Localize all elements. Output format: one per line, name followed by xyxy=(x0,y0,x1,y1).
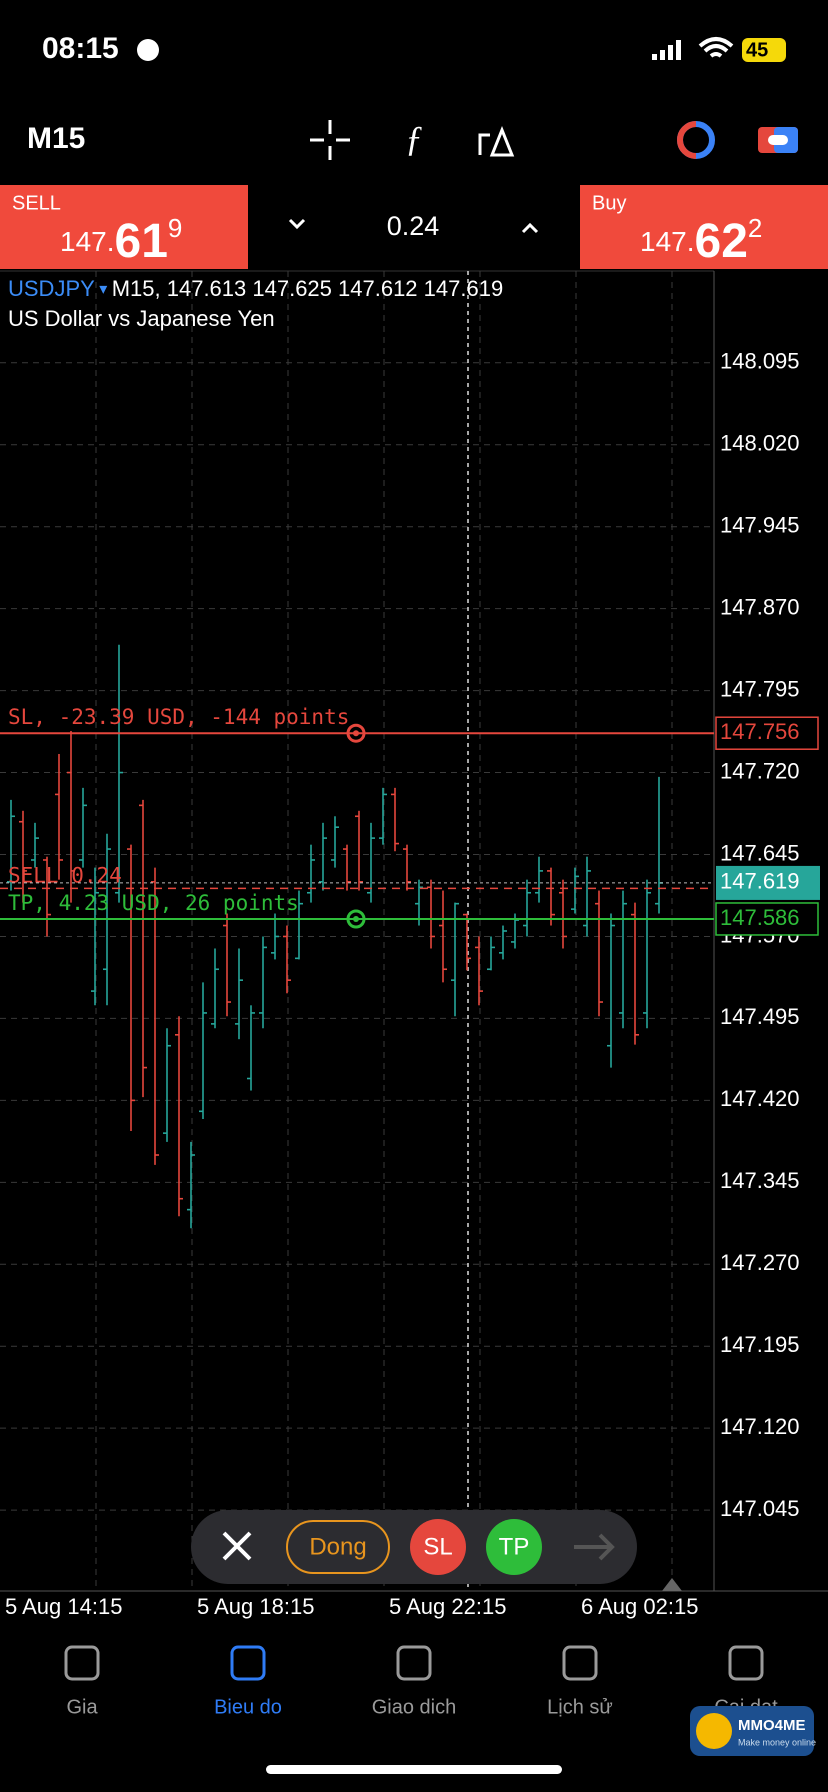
y-tick-label: 147.270 xyxy=(720,1250,800,1275)
tp-price-box xyxy=(715,902,819,936)
tab-label[interactable]: Giao dich xyxy=(372,1696,457,1718)
sell-label: SELL xyxy=(12,192,61,214)
tab-icon xyxy=(64,1645,100,1681)
tp-handle xyxy=(346,909,366,929)
sell-button[interactable] xyxy=(0,185,248,269)
wifi-icon xyxy=(698,37,734,58)
home-indicator xyxy=(266,1765,562,1774)
tp-price-label: 147.586 xyxy=(720,905,800,930)
tab-icon xyxy=(562,1645,598,1681)
sl-button[interactable] xyxy=(410,1519,466,1575)
y-tick-label: 147.645 xyxy=(720,840,800,865)
status-time: 08:15 xyxy=(42,32,119,65)
y-tick-label: 147.045 xyxy=(720,1496,800,1521)
sl-handle xyxy=(346,723,366,743)
buy-label: Buy xyxy=(592,192,626,214)
trade-button-knob xyxy=(768,135,788,145)
tab-icon xyxy=(396,1645,432,1681)
tp-handle-dot xyxy=(353,915,359,922)
volume-up[interactable] xyxy=(521,222,539,234)
sl-handle-dot xyxy=(353,730,359,737)
volume-down[interactable] xyxy=(288,218,306,230)
y-tick-label: 147.870 xyxy=(720,594,800,619)
y-tick-label: 147.945 xyxy=(720,513,800,538)
indicators-button[interactable]: ƒ xyxy=(405,118,423,158)
close-action[interactable] xyxy=(222,1531,252,1561)
close-position-button[interactable] xyxy=(286,1520,390,1574)
y-tick-label: 148.095 xyxy=(720,349,800,374)
tp-button-label: TP xyxy=(499,1533,530,1560)
y-tick-label: 147.720 xyxy=(720,758,800,783)
y-tick-label: 147.345 xyxy=(720,1168,800,1193)
tp-label: TP, 4.23 USD, 26 points xyxy=(8,891,299,915)
close-position-label: Dong xyxy=(309,1533,366,1560)
tp-button[interactable] xyxy=(486,1519,542,1575)
tab-label[interactable]: Bieu do xyxy=(214,1696,282,1718)
objects-button[interactable] xyxy=(478,125,515,157)
x-tick-label: 5 Aug 22:15 xyxy=(389,1594,506,1619)
y-tick-label: 147.420 xyxy=(720,1086,800,1111)
chart-header: USDJPY ▾ M15, 147.613 147.625 147.612 14… xyxy=(8,276,503,301)
battery-icon xyxy=(742,38,786,62)
bid-box xyxy=(716,865,820,900)
y-tick-label: 148.020 xyxy=(720,431,800,456)
timeframe-button[interactable]: M15 xyxy=(27,122,85,155)
sl-price-label: 147.756 xyxy=(720,719,800,744)
x-tick-label: 6 Aug 02:15 xyxy=(581,1594,698,1619)
y-tick-label: 147.120 xyxy=(720,1414,800,1439)
watermark-name: MMO4ME xyxy=(738,1717,806,1734)
position-label: SELL 0.24 xyxy=(8,863,122,887)
oneclick-half xyxy=(677,121,697,159)
sl-price-box xyxy=(715,716,819,750)
tab-icon xyxy=(728,1645,764,1681)
chart-description: US Dollar vs Japanese Yen xyxy=(8,306,275,331)
watermark-tagline: Make money online xyxy=(738,1737,816,1747)
sell-price: 147.619 xyxy=(60,213,182,268)
tab-label[interactable]: Gia xyxy=(66,1696,98,1718)
buy-button[interactable] xyxy=(580,185,828,269)
buy-price: 147.622 xyxy=(640,213,762,268)
scroll-marker xyxy=(662,1578,682,1591)
battery-level: 45 xyxy=(746,39,768,61)
next-action[interactable] xyxy=(574,1533,615,1561)
status-icon xyxy=(137,39,159,61)
bid-label: 147.619 xyxy=(720,869,800,894)
tab-icon xyxy=(230,1645,266,1681)
chart: 148.095 148.020 147.945 147.870 147.795 147.7… xyxy=(0,270,828,1619)
watermark-logo xyxy=(696,1713,732,1749)
y-tick-label: 147.495 xyxy=(720,1004,800,1029)
y-tick-label: 147.195 xyxy=(720,1332,800,1357)
volume-value[interactable]: 0.24 xyxy=(387,211,440,241)
tab-label[interactable]: Lịch sử xyxy=(547,1696,613,1718)
x-tick-label: 5 Aug 18:15 xyxy=(197,1594,314,1619)
y-tick-label: 147.795 xyxy=(720,676,800,701)
crosshair-button[interactable] xyxy=(310,120,350,160)
sl-button-label: SL xyxy=(423,1533,452,1560)
signal-icon xyxy=(652,40,681,60)
x-tick-label: 5 Aug 14:15 xyxy=(5,1594,122,1619)
sl-label: SL, -23.39 USD, -144 points xyxy=(8,705,349,729)
